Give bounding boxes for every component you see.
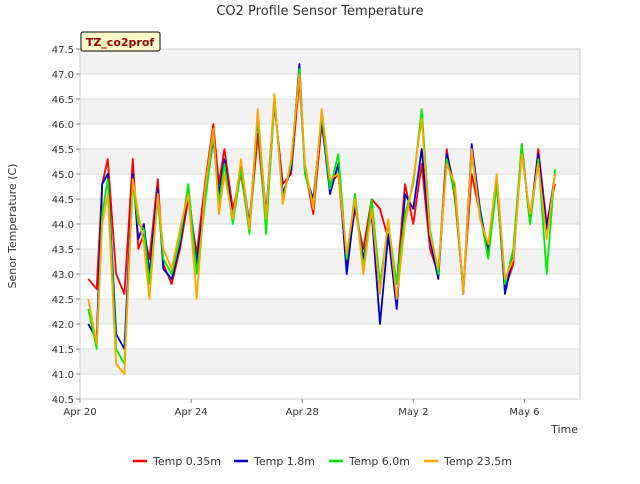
x-tick-label: Apr 20 xyxy=(63,407,96,418)
x-axis-label: Time xyxy=(550,423,578,436)
plot-band xyxy=(80,74,580,99)
y-tick-label: 47.0 xyxy=(52,70,74,81)
y-tick-label: 44.5 xyxy=(52,195,74,206)
site-label: TZ_co2prof xyxy=(86,36,155,49)
legend-label: Temp 6.0m xyxy=(348,455,410,468)
y-tick-label: 44.0 xyxy=(52,220,74,231)
y-tick-label: 47.5 xyxy=(52,45,74,56)
x-tick-label: Apr 24 xyxy=(175,407,208,418)
y-tick-label: 41.5 xyxy=(52,345,74,356)
y-tick-label: 46.0 xyxy=(52,120,74,131)
plot-band xyxy=(80,49,580,74)
plot-band xyxy=(80,299,580,324)
y-axis-label: Senor Temperature (C) xyxy=(6,164,19,289)
series-line-4 xyxy=(87,73,556,375)
x-tick-label: May 6 xyxy=(509,407,539,418)
y-tick-label: 43.5 xyxy=(52,245,74,256)
series-lines xyxy=(87,63,556,375)
plot-band xyxy=(80,324,580,349)
legend: Temp 0.35m Temp 1.8m Temp 6.0m Temp 23.5m xyxy=(133,455,512,468)
plot-band xyxy=(80,124,580,149)
plot-band xyxy=(80,374,580,399)
y-tick-label: 41.0 xyxy=(52,370,74,381)
y-tick-label: 46.5 xyxy=(52,95,74,106)
y-tick-label: 45.0 xyxy=(52,170,74,181)
site-label-background xyxy=(80,31,161,52)
chart-title: CO2 Profile Sensor Temperature xyxy=(216,4,423,19)
y-tick-label: 40.5 xyxy=(52,395,74,406)
plot-band xyxy=(80,349,580,374)
x-axis: Apr 20 Apr 24 Apr 28 May 2 May 6 xyxy=(63,399,540,418)
legend-label: Temp 1.8m xyxy=(253,455,315,468)
plot-band xyxy=(80,99,580,124)
plot-bands xyxy=(80,48,580,400)
site-label-box: TZ_co2prof xyxy=(80,31,161,52)
y-tick-label: 45.5 xyxy=(52,145,74,156)
x-tick-label: Apr 28 xyxy=(286,407,319,418)
y-tick-label: 42.5 xyxy=(52,295,74,306)
plot-band xyxy=(80,149,580,174)
y-tick-label: 43.0 xyxy=(52,270,74,281)
legend-label: Temp 0.35m xyxy=(152,455,221,468)
legend-label: Temp 23.5m xyxy=(443,455,512,468)
plot-band xyxy=(80,199,580,224)
y-tick-label: 42.0 xyxy=(52,320,74,331)
plot-band xyxy=(80,274,580,299)
x-tick-label: May 2 xyxy=(398,407,428,418)
y-axis: 40.5 41.0 41.5 42.0 42.5 43.0 43.5 44.0 44.5 45.0… xyxy=(52,45,80,406)
